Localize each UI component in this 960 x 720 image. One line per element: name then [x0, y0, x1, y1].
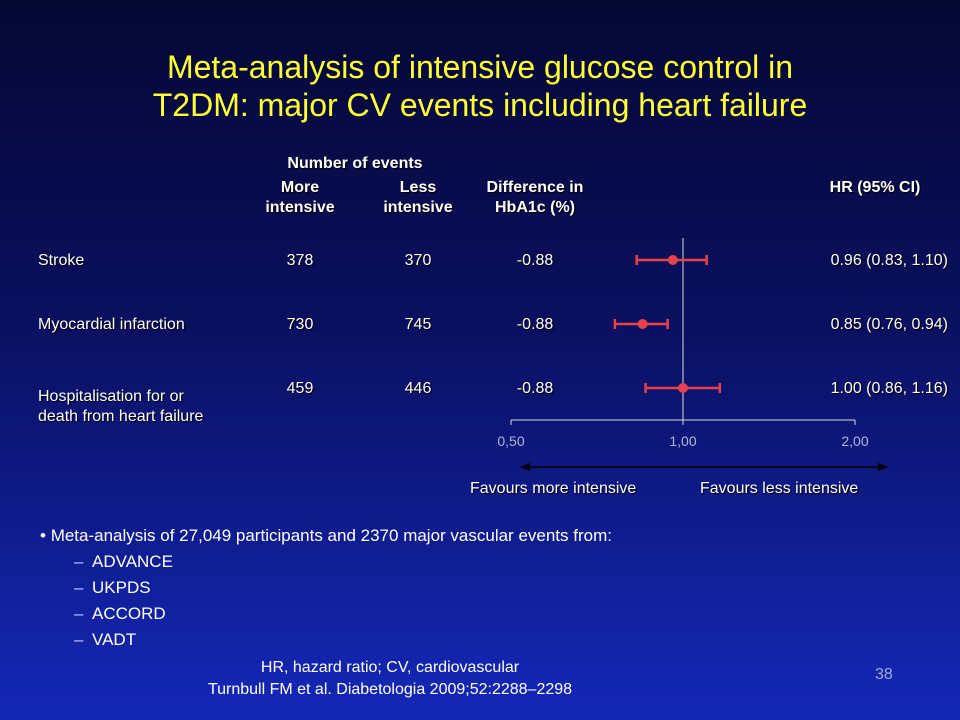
row-label-mi: Myocardial infarction: [38, 316, 185, 333]
bullet-main: Meta-analysis of 27,049 participants and…: [40, 523, 612, 549]
header-more-line2: intensive: [265, 199, 335, 216]
header-hba1c-difference: Difference in HbA1c (%): [470, 178, 600, 218]
slide-number: 38: [875, 666, 893, 683]
bullet-sub-ukpds: UKPDS: [40, 575, 612, 601]
header-less-line1: Less: [399, 179, 437, 196]
bullet-list: Meta-analysis of 27,049 participants and…: [40, 523, 612, 653]
row-mi-diff: -0.88: [516, 316, 554, 333]
hr-point: [667, 255, 678, 265]
favours-arrow-left-head: [520, 463, 530, 471]
row-mi-more: 730: [286, 316, 314, 333]
x-tick-label: 0,50: [497, 433, 524, 449]
bullet-sub-advance: ADVANCE: [40, 549, 612, 575]
row-hf-label-line2: death from heart failure: [38, 408, 204, 425]
header-number-of-events: Number of events: [287, 155, 423, 172]
row-stroke-hr: 0.96 (0.83, 1.10): [830, 252, 948, 269]
footnote-abbreviations: HR, hazard ratio; CV, cardiovascular: [260, 659, 520, 676]
row-label-heart-failure: Hospitalisation for or death from heart …: [38, 387, 203, 427]
bullet-sub-vadt: VADT: [40, 627, 612, 653]
header-less-intensive: Less intensive: [368, 178, 468, 218]
slide-title: Meta-analysis of intensive glucose contr…: [40, 48, 920, 124]
footnote-reference: Turnbull FM et al. Diabetologia 2009;52:…: [207, 681, 573, 698]
row-hf-less: 446: [404, 380, 432, 397]
hr-point: [678, 383, 688, 393]
x-tick-label: 2,00: [841, 433, 868, 449]
row-label-stroke: Stroke: [38, 252, 85, 269]
hr-point: [637, 319, 648, 329]
row-hf-hr: 1.00 (0.86, 1.16): [830, 380, 948, 397]
x-tick-label: 1,00: [669, 433, 696, 449]
header-more-intensive: More intensive: [250, 178, 350, 218]
header-diff-line1: Difference in: [486, 179, 584, 196]
header-more-line1: More: [280, 179, 320, 196]
row-stroke-diff: -0.88: [516, 252, 554, 269]
row-stroke-less: 370: [404, 252, 432, 269]
favours-less-intensive-label: Favours less intensive: [700, 480, 859, 497]
row-hf-diff: -0.88: [516, 380, 554, 397]
header-diff-line2: HbA1c (%): [494, 199, 575, 216]
row-mi-less: 745: [404, 316, 432, 333]
row-hf-label-line1: Hospitalisation for or: [38, 388, 184, 405]
title-line-1: Meta-analysis of intensive glucose contr…: [166, 49, 794, 85]
row-hf-more: 459: [286, 380, 314, 397]
header-less-line2: intensive: [383, 199, 453, 216]
bullet-sub-accord: ACCORD: [40, 601, 612, 627]
favours-arrow-right-head: [878, 463, 888, 471]
row-stroke-more: 378: [286, 252, 314, 269]
title-line-2: T2DM: major CV events including heart fa…: [152, 87, 808, 123]
row-mi-hr: 0.85 (0.76, 0.94): [830, 316, 948, 333]
footnote: HR, hazard ratio; CV, cardiovascular Tur…: [100, 657, 680, 701]
favours-more-intensive-label: Favours more intensive: [470, 480, 637, 497]
header-hr-ci: HR (95% CI): [829, 179, 921, 196]
